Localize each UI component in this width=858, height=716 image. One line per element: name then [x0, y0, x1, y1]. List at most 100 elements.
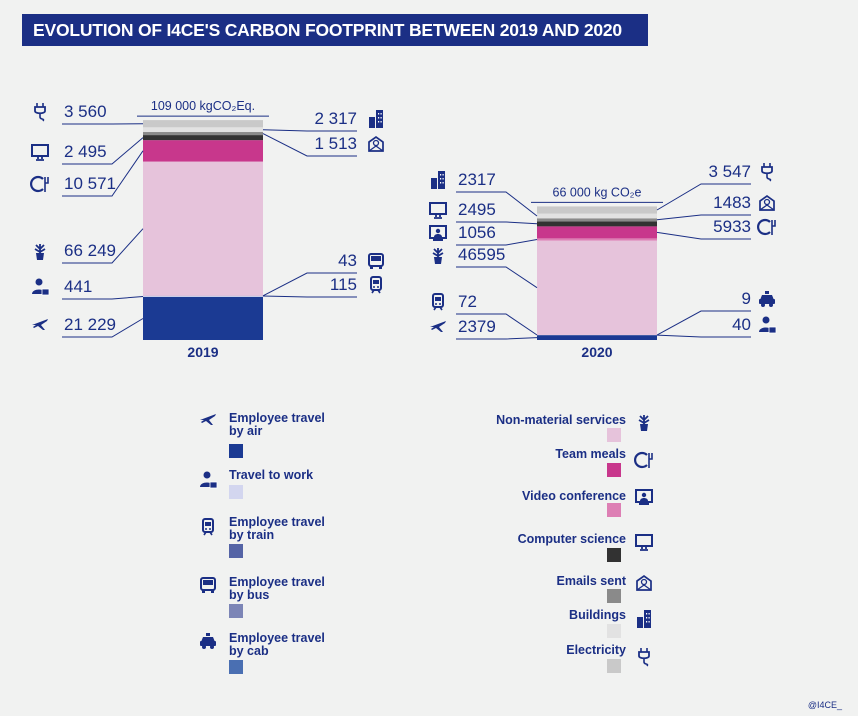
- leader-line-2020-computer: [456, 221, 538, 225]
- leader-line-2019-meals: [62, 150, 144, 197]
- taxi-icon: [759, 291, 775, 307]
- legend-swatch-computer: [607, 548, 621, 562]
- value-label-2020-work: 40: [732, 315, 751, 334]
- leader-line-2020-meals: [656, 231, 751, 240]
- commuter-icon: [198, 470, 218, 490]
- bar-2019-air: [143, 296, 263, 340]
- bar-2020-computer: [537, 221, 657, 227]
- leader-line-2019-emails: [262, 133, 357, 157]
- legend-label-electricity: Electricity: [566, 643, 626, 657]
- leader-line-2020-cab: [656, 310, 751, 336]
- building-icon: [634, 609, 654, 629]
- legend-swatch-train: [229, 544, 243, 558]
- leader-line-2019-non_material: [62, 228, 144, 264]
- bar-2020-buildings: [537, 213, 657, 219]
- value-label-2020-computer: 2495: [458, 200, 496, 219]
- meal-icon: [634, 450, 654, 470]
- bar-2019-non_material: [143, 161, 263, 296]
- plug-icon: [761, 163, 773, 182]
- plant-icon: [34, 244, 46, 260]
- legend-label-air: Employee travel by air: [229, 411, 325, 438]
- bar-2019-emails: [143, 132, 263, 136]
- legend-label-cab: Employee travel by cab: [229, 631, 325, 658]
- legend-swatch-emails: [607, 589, 621, 603]
- plant-icon: [432, 248, 444, 264]
- legend-label-non_material: Non-material services: [496, 413, 626, 427]
- bus-icon: [368, 253, 384, 269]
- total-label-2020: 66 000 kg CO₂e: [553, 185, 642, 199]
- value-label-2019-train: 115: [330, 275, 357, 294]
- bar-2020-meals: [537, 226, 657, 239]
- email-icon: [368, 135, 384, 152]
- value-label-2020-buildings: 2317: [458, 170, 496, 189]
- video-conference-icon: [429, 225, 447, 241]
- bar-2020-air: [537, 335, 657, 340]
- bar-2019-buildings: [143, 127, 263, 133]
- legend-swatch-air: [229, 444, 243, 458]
- monitor-icon: [429, 202, 447, 219]
- video-conference-icon: [634, 487, 654, 507]
- leader-line-2020-work: [656, 334, 751, 338]
- value-label-2020-video: 1056: [458, 223, 496, 242]
- meal-icon: [757, 218, 776, 236]
- page-title: EVOLUTION OF I4CE'S CARBON FOOTPRINT BET…: [22, 14, 648, 46]
- bar-2019-meals: [143, 140, 263, 162]
- total-label-2019: 109 000 kgCO₂Eq.: [151, 99, 255, 113]
- value-label-2020-meals: 5933: [713, 217, 751, 236]
- value-label-2020-non_material: 46595: [458, 245, 505, 264]
- train-icon: [432, 293, 444, 311]
- legend-label-train: Employee travel by train: [229, 515, 325, 542]
- legend-swatch-video: [607, 503, 621, 517]
- value-label-2019-computer: 2 495: [64, 142, 107, 161]
- taxi-icon: [198, 631, 218, 651]
- plug-icon: [34, 103, 46, 122]
- plane-icon: [430, 321, 446, 332]
- monitor-icon: [634, 532, 654, 552]
- value-label-2019-work: 441: [64, 277, 92, 296]
- legend-swatch-work: [229, 485, 243, 499]
- leader-line-2019-buildings: [262, 129, 357, 132]
- plane-icon: [198, 410, 218, 430]
- leader-line-2020-air: [456, 337, 538, 340]
- bar-2019-electricity: [143, 120, 263, 128]
- value-label-2019-bus: 43: [338, 251, 357, 270]
- leader-line-2019-work: [62, 296, 144, 300]
- train-icon: [198, 517, 218, 537]
- year-label-2019: 2019: [187, 344, 218, 360]
- bar-2020-non_material: [537, 240, 657, 335]
- meal-icon: [30, 175, 49, 193]
- legend-swatch-cab: [229, 660, 243, 674]
- bar-2019-computer: [143, 135, 263, 141]
- value-label-2019-buildings: 2 317: [314, 109, 357, 128]
- commuter-icon: [32, 278, 50, 296]
- leader-line-2020-train: [456, 313, 538, 336]
- bar-2019-work: [143, 296, 263, 297]
- email-icon: [759, 194, 775, 211]
- value-label-2020-electricity: 3 547: [708, 162, 751, 181]
- value-label-2019-emails: 1 513: [314, 134, 357, 153]
- legend-swatch-non_material: [607, 428, 621, 442]
- leader-line-2020-emails: [656, 214, 751, 221]
- bus-icon: [198, 575, 218, 595]
- credit: @I4CE_: [807, 700, 842, 710]
- train-icon: [370, 276, 382, 294]
- year-label-2020: 2020: [581, 344, 612, 360]
- legend-swatch-buildings: [607, 624, 621, 638]
- leader-line-2019-bus: [262, 272, 357, 297]
- leader-line-2020-electricity: [656, 183, 751, 211]
- legend-label-video: Video conference: [522, 489, 626, 503]
- bar-2020-video: [537, 238, 657, 241]
- bar-2020-electricity: [537, 206, 657, 214]
- plant-icon: [634, 412, 654, 432]
- bar-2020-emails: [537, 218, 657, 222]
- plug-icon: [634, 647, 654, 667]
- legend-swatch-bus: [229, 604, 243, 618]
- value-label-2019-meals: 10 571: [64, 174, 116, 193]
- legend-label-meals: Team meals: [555, 447, 626, 461]
- value-label-2019-air: 21 229: [64, 315, 116, 334]
- legend-label-computer: Computer science: [517, 532, 626, 546]
- value-label-2020-air: 2379: [458, 317, 496, 336]
- legend-label-emails: Emails sent: [556, 574, 626, 588]
- leader-line-2020-video: [456, 239, 538, 246]
